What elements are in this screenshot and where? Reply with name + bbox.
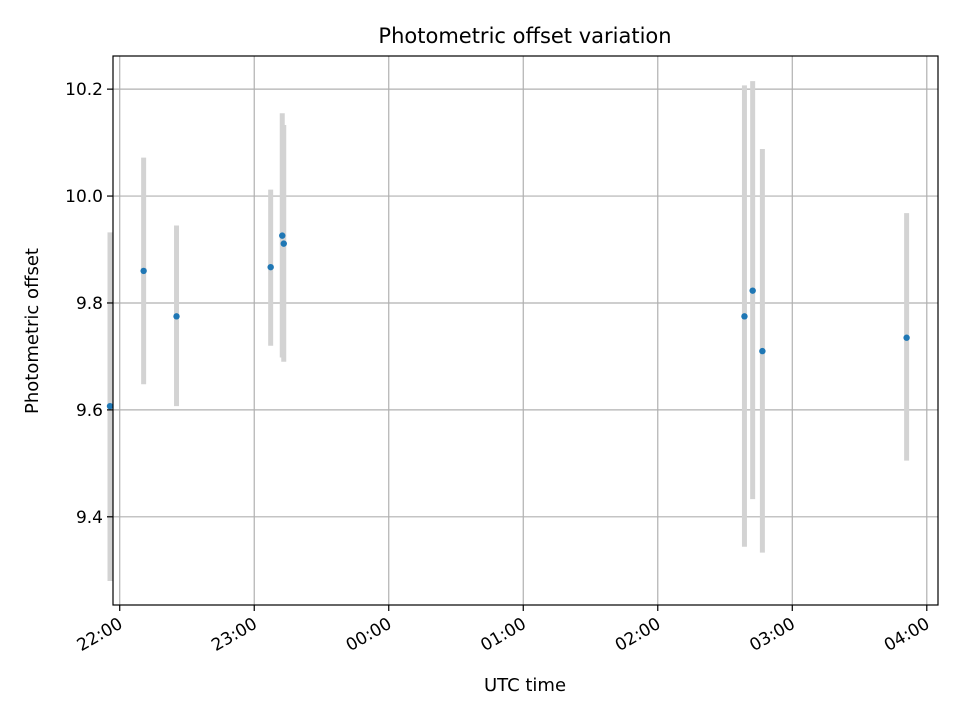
chart-title: Photometric offset variation bbox=[378, 24, 671, 48]
data-point bbox=[759, 347, 766, 355]
y-tick-label: 9.8 bbox=[76, 294, 103, 314]
data-point bbox=[106, 402, 114, 410]
data-point bbox=[741, 313, 748, 320]
x-axis-label: UTC time bbox=[484, 675, 566, 696]
data-point bbox=[279, 232, 286, 239]
data-point bbox=[267, 263, 274, 271]
data-point bbox=[140, 267, 147, 275]
y-axis-ticks: 9.4 9.6 9.8 10.0 10.2 bbox=[65, 80, 113, 528]
data-point bbox=[173, 313, 180, 320]
data-point bbox=[903, 334, 910, 341]
data-points bbox=[106, 232, 910, 410]
y-tick-label: 10.2 bbox=[65, 80, 103, 100]
y-tick-label: 10.0 bbox=[65, 187, 103, 207]
plot-frame bbox=[112, 55, 939, 606]
grid bbox=[113, 56, 938, 605]
y-axis-label: Photometric offset bbox=[22, 248, 43, 414]
data-point bbox=[749, 287, 756, 294]
y-tick-label: 9.6 bbox=[76, 401, 103, 421]
data-point bbox=[280, 240, 287, 247]
y-tick-label: 9.4 bbox=[76, 508, 103, 528]
